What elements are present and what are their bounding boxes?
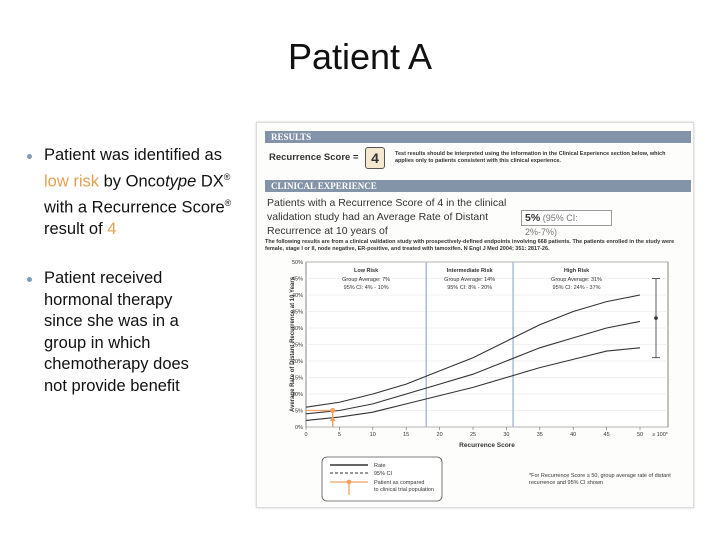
y-tick-label: 45% — [292, 277, 303, 283]
legend-label: 95% CI — [374, 471, 393, 477]
y-tick-label: 20% — [292, 359, 303, 365]
y-tick-label: 50% — [292, 260, 303, 266]
ci-line — [305, 294, 641, 408]
risk-name: Low Risk — [354, 268, 379, 274]
rate-line — [305, 320, 641, 415]
risk-average: Group Average: 14% — [444, 277, 495, 283]
clinical-text: Patients with a Recurrence Score of 4 in… — [267, 197, 507, 237]
bullet-dot — [27, 277, 32, 282]
risk-ci: 95% CI: 24% - 37% — [553, 285, 601, 291]
bullet: Patient received hormonal therapy since … — [44, 268, 214, 397]
risk-name: High Risk — [564, 268, 590, 274]
section-header: RESULTS — [265, 131, 691, 143]
rate: 5% — [525, 212, 541, 224]
text: low risk — [44, 172, 100, 190]
footnote: *For Recurrence Score ≥ 50, group averag… — [529, 473, 671, 486]
x-tick-label: 30 — [503, 432, 509, 438]
legend-label: Patient as compared to clinical trial pop… — [374, 480, 434, 493]
text: 4 — [107, 219, 117, 238]
rate-ci: (95% CI: 2%-7%) — [525, 213, 578, 237]
risk-ci: 95% CI: 8% - 20% — [447, 285, 492, 291]
text: by Onco — [99, 172, 166, 190]
legend-box — [321, 456, 443, 502]
y-tick-label: 30% — [292, 326, 303, 332]
x-tick-label: 50 — [637, 432, 643, 438]
risk-average: Group Average: 7% — [342, 277, 390, 283]
text: Patient was identified as — [44, 146, 222, 164]
x-tick-label: 40 — [570, 432, 576, 438]
results-note: Test results should be interpreted using… — [395, 151, 666, 164]
patient-arrow — [329, 416, 336, 421]
x-tick-label: 45 — [604, 432, 610, 438]
y-tick-label: 10% — [292, 392, 303, 398]
y-tick-label: 40% — [292, 293, 303, 299]
x-tick-label: 10 — [370, 432, 376, 438]
text: ® — [223, 171, 231, 182]
x-tick-label: 35 — [537, 432, 543, 438]
risk-average: Group Average: 31% — [551, 277, 602, 283]
y-tick-label: 5% — [295, 409, 303, 415]
text: type — [165, 172, 197, 190]
text: DX — [196, 172, 224, 190]
text: result of — [44, 219, 108, 238]
ci-line — [305, 347, 641, 421]
legend-label: Rate — [374, 463, 386, 469]
score-label: Recurrence Score = — [269, 152, 359, 163]
risk-name: Intermediate Risk — [447, 268, 494, 274]
x-tick-label: 15 — [403, 432, 409, 438]
bullet-dot — [27, 154, 32, 159]
x-tick-label: 0 — [304, 432, 307, 438]
section-header: CLINICAL EXPERIENCE — [265, 180, 691, 192]
patient-point — [330, 407, 336, 414]
text: Patient received hormonal therapy since … — [44, 269, 189, 395]
study-note: The following results are from a clinica… — [265, 239, 675, 252]
x-tick-label: 5 — [338, 432, 341, 438]
group-point — [654, 316, 658, 320]
x-axis-label: Recurrence Score — [459, 442, 515, 449]
y-axis-label: Average Rate of Distant Recurrence at 10… — [290, 276, 296, 412]
x-tick-label: 25 — [470, 432, 476, 438]
bullet: Patient was identified as low risk by On… — [44, 145, 244, 240]
x-tick-label: ≥ 100* — [652, 432, 669, 438]
y-tick-label: 25% — [292, 343, 303, 349]
slide-title: Patient A — [287, 36, 433, 77]
rate-box: 5% (95% CI: 2%-7%) — [521, 210, 612, 237]
text: with a Recurrence Score — [44, 198, 225, 216]
y-tick-label: 15% — [292, 376, 303, 382]
x-tick-label: 20 — [437, 432, 443, 438]
y-tick-label: 35% — [292, 310, 303, 316]
y-tick-label: 0% — [295, 425, 303, 431]
risk-ci: 95% CI: 4% - 10% — [344, 285, 389, 291]
legend-swatch — [346, 479, 352, 485]
score-box: 4 — [365, 147, 385, 169]
text: ® — [224, 197, 232, 208]
